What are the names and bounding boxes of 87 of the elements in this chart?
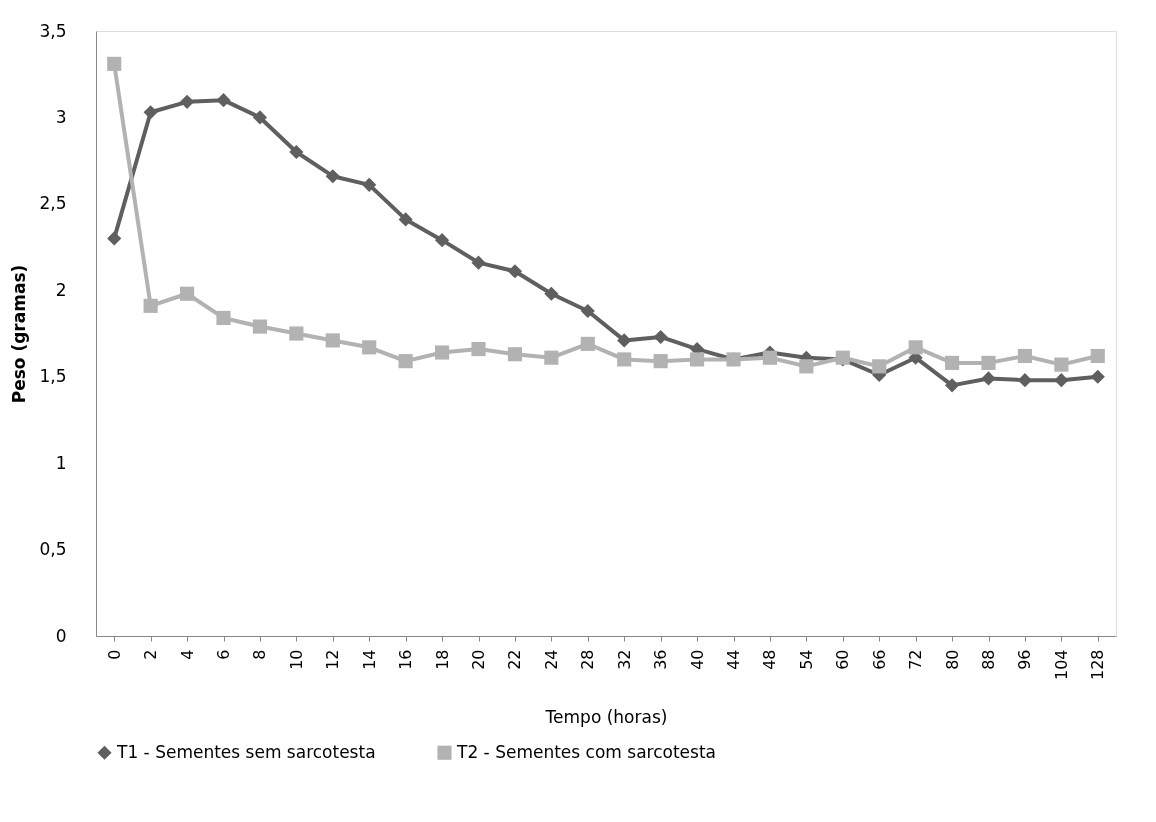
point: [1090, 348, 1105, 364]
point: [435, 233, 450, 248]
y-tick-label: 1: [55, 452, 67, 473]
y-tick-label: 2,5: [39, 193, 67, 214]
point: [471, 255, 486, 270]
point: [325, 333, 340, 348]
x-tick-label: 48: [760, 649, 780, 670]
x-tick-label: 72: [906, 649, 926, 670]
y-tick-label: 3: [55, 106, 67, 127]
point: [908, 340, 923, 355]
point: [544, 350, 559, 365]
x-tick-label: 40: [687, 649, 707, 670]
y-tick-label: 1,5: [39, 366, 67, 387]
point: [945, 355, 960, 370]
point: [252, 110, 267, 125]
point: [107, 56, 122, 71]
x-tick-label: 2: [141, 649, 161, 660]
x-tick-label: 104: [1051, 649, 1071, 681]
y-axis-title: Peso (gramas): [9, 264, 30, 404]
x-tick-label: 96: [1015, 649, 1035, 670]
x-tick-label: 88: [979, 649, 998, 670]
x-tick-label: 10: [286, 649, 306, 670]
x-tick-label: 24: [541, 649, 561, 670]
point: [143, 298, 158, 313]
x-tick-label: 44: [724, 649, 743, 670]
y-tick-label: 2: [55, 279, 67, 300]
point: [471, 341, 486, 357]
point: [981, 355, 996, 370]
point: [1017, 348, 1032, 364]
point: [580, 303, 595, 319]
x-tick-label: 0: [104, 649, 124, 660]
point: [507, 347, 522, 362]
legend-label: T2 - Sementes com sarcotesta: [456, 741, 716, 762]
x-tick-label: 80: [942, 649, 962, 670]
y-tick-label: 0: [55, 625, 67, 646]
x-tick-label: 54: [796, 649, 816, 670]
point: [435, 345, 450, 360]
legend-label: T1 - Sementes sem sarcotesta: [116, 741, 376, 762]
x-tick-label: 28: [578, 649, 598, 670]
point: [143, 105, 158, 120]
y-tick-label: 3,5: [39, 20, 67, 41]
point: [1054, 357, 1069, 372]
point: [799, 359, 814, 374]
point: [398, 212, 413, 227]
x-tick-label: 66: [869, 649, 889, 670]
point: [507, 264, 522, 279]
x-tick-label: 6: [214, 649, 233, 660]
x-tick-label: 36: [651, 649, 671, 670]
point: [690, 352, 705, 367]
point: [180, 94, 195, 109]
x-tick-label: 8: [250, 649, 270, 660]
x-tick-label: 4: [177, 649, 197, 660]
point: [362, 340, 377, 355]
point: [289, 144, 304, 160]
point: [1017, 373, 1032, 388]
point: [1090, 369, 1105, 384]
point: [653, 329, 668, 345]
x-tick-label: 14: [359, 649, 379, 670]
point: [289, 326, 304, 341]
x-tick-label: 128: [1088, 649, 1108, 681]
x-tick-label: 20: [469, 649, 488, 670]
x-axis-title: Tempo (horas): [544, 707, 668, 728]
point: [325, 169, 340, 184]
point: [945, 378, 960, 393]
x-tick-label: 18: [432, 649, 452, 670]
x-tick-label: 22: [505, 649, 525, 670]
point: [252, 319, 267, 334]
x-tick-label: 12: [323, 649, 343, 670]
point: [180, 286, 195, 301]
point: [653, 354, 668, 369]
point: [544, 286, 559, 301]
point: [107, 231, 122, 246]
point: [617, 333, 632, 348]
point: [216, 93, 231, 108]
point: [362, 177, 377, 192]
point: [398, 354, 413, 369]
point: [580, 336, 595, 351]
point: [1054, 373, 1069, 388]
point: [762, 350, 777, 365]
x-tick-label: 16: [396, 649, 416, 670]
point: [872, 359, 887, 374]
point: [981, 371, 996, 386]
x-tick-label: 60: [833, 649, 853, 670]
x-tick-label: 32: [614, 649, 634, 670]
point: [216, 310, 231, 326]
point: [617, 352, 632, 367]
y-tick-label: 0,5: [39, 539, 67, 560]
